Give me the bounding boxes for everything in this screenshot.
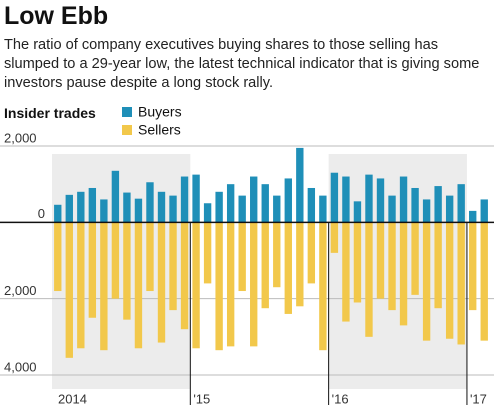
bar [376, 178, 385, 223]
y-tick-label: 2,000 [4, 130, 37, 145]
bar [203, 203, 212, 223]
bar [261, 222, 269, 309]
bar [319, 195, 327, 223]
bar [134, 198, 143, 223]
bar [365, 174, 373, 223]
year-band [52, 154, 191, 389]
bar [365, 222, 373, 337]
bar [157, 222, 166, 343]
legend-label: Buyers [138, 104, 182, 120]
bar [169, 195, 177, 223]
bar [342, 222, 350, 322]
chart-subtitle: The ratio of company executives buying s… [4, 37, 480, 91]
bar [284, 222, 292, 314]
bar [376, 222, 385, 299]
bar [307, 187, 316, 223]
bar [192, 174, 200, 223]
bar [54, 204, 62, 223]
bar [469, 222, 477, 311]
bar [342, 176, 350, 223]
chart-title: Low Ebb [4, 2, 109, 30]
bar [77, 222, 85, 349]
bar [65, 222, 73, 358]
bar [157, 191, 166, 223]
bar [480, 199, 488, 223]
bar [388, 195, 396, 223]
bar [226, 184, 235, 223]
bar [226, 222, 235, 347]
bar [215, 191, 223, 223]
bar [284, 178, 292, 223]
bar [388, 222, 396, 311]
bar [457, 222, 465, 345]
bar [238, 195, 246, 223]
y-tick-label: 0 [38, 206, 45, 221]
bar [273, 222, 281, 288]
bar [411, 222, 419, 295]
bar [445, 195, 454, 223]
bar [123, 222, 131, 320]
bar [146, 222, 154, 292]
bar [434, 186, 442, 223]
band-layer [52, 154, 467, 389]
y-tick-label: 4,000 [4, 359, 37, 374]
bar [457, 184, 465, 223]
x-tick-label: '17 [470, 391, 487, 406]
x-tick-label: 2014 [58, 391, 87, 406]
bar [88, 222, 97, 318]
bar [180, 176, 189, 223]
bar [296, 147, 304, 223]
legend-swatch [122, 125, 132, 135]
bar [65, 194, 73, 223]
bar [192, 222, 200, 349]
bar [88, 187, 97, 223]
x-tick-label: '15 [193, 391, 210, 406]
bar [422, 222, 431, 341]
bar [77, 191, 85, 223]
legend-swatch [122, 107, 132, 117]
bar [111, 222, 120, 299]
legend-label: Sellers [138, 122, 181, 138]
bar [250, 222, 258, 347]
bar [445, 222, 454, 339]
bar [180, 222, 189, 330]
y-tick-label: 2,000 [4, 283, 37, 298]
bar [273, 195, 281, 223]
year-band [328, 154, 467, 389]
bar [330, 172, 339, 223]
bar [100, 222, 108, 351]
bar [123, 192, 131, 223]
x-tick-label: '16 [332, 391, 349, 406]
bar [469, 210, 477, 223]
bar [399, 176, 408, 223]
bar [411, 187, 419, 223]
bar [169, 222, 177, 311]
bar [353, 222, 362, 303]
bar [434, 222, 442, 309]
bar [215, 222, 223, 351]
bar [480, 222, 488, 341]
bar [422, 199, 431, 223]
bar [319, 222, 327, 351]
legend-title: Insider trades [4, 105, 96, 121]
bar [54, 222, 62, 292]
bar [203, 222, 212, 284]
bar [100, 199, 108, 223]
bar [261, 184, 269, 223]
bar [250, 176, 258, 223]
bar [330, 222, 339, 253]
bar [307, 222, 316, 284]
bar [146, 182, 154, 223]
bar [296, 222, 304, 307]
bar [353, 201, 362, 223]
bar [111, 170, 120, 223]
bar [134, 222, 143, 349]
bar [399, 222, 408, 326]
bar [238, 222, 246, 292]
